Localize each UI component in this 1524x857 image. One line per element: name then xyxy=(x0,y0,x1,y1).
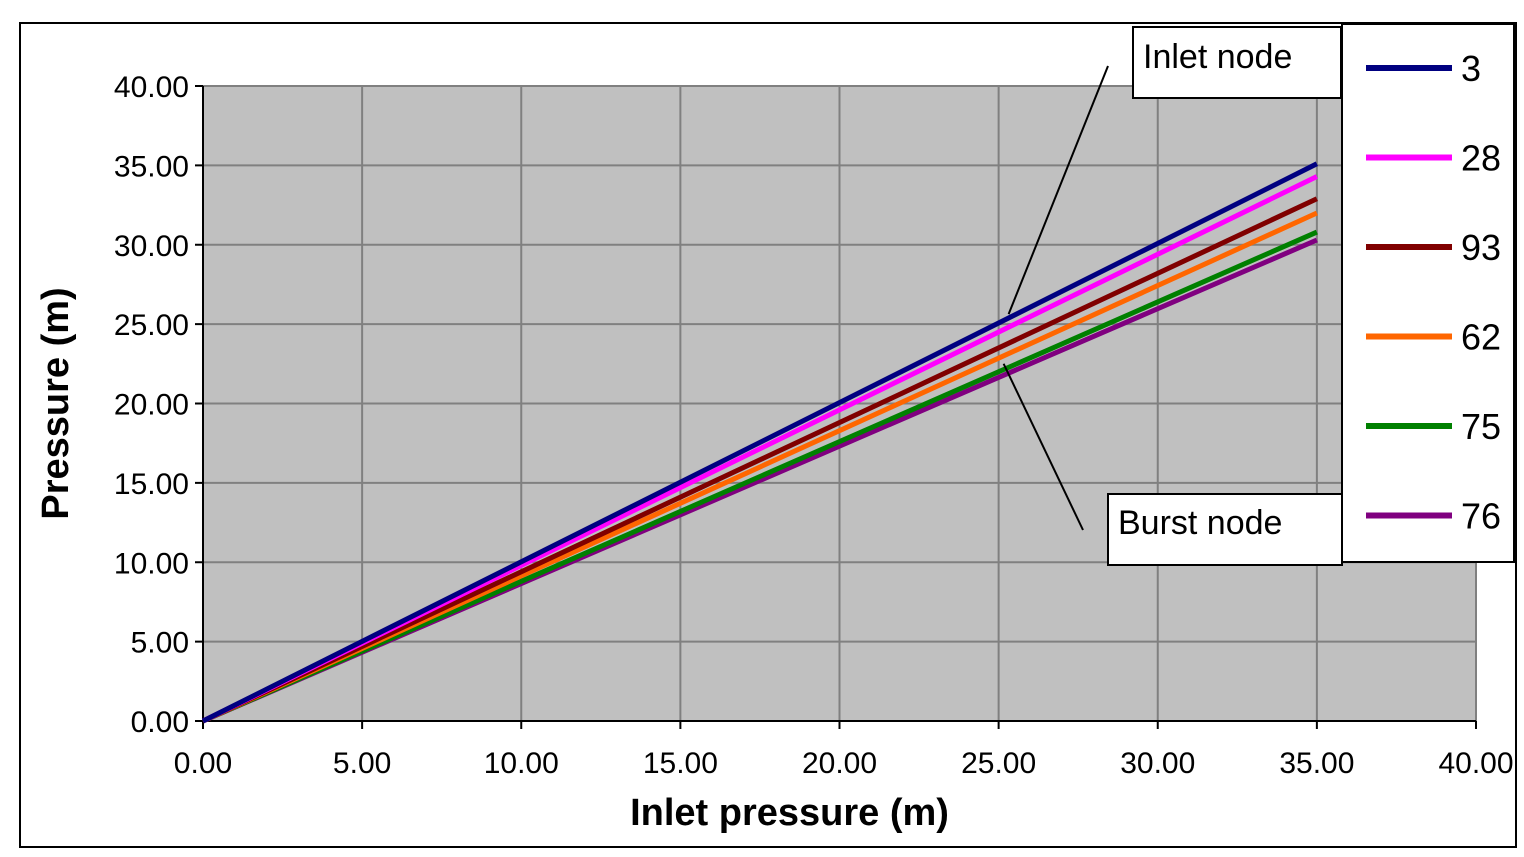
y-tick-label: 15.00 xyxy=(114,468,189,501)
y-axis-title: Pressure (m) xyxy=(35,287,77,519)
y-tick-label: 10.00 xyxy=(114,547,189,580)
burst-node-label: Burst node xyxy=(1118,504,1282,542)
legend-label-28: 28 xyxy=(1461,138,1501,179)
burst-node-pointer xyxy=(1002,363,1084,531)
y-tick-label: 5.00 xyxy=(131,627,189,660)
inlet-node-label: Inlet node xyxy=(1143,38,1292,76)
series-lines xyxy=(201,161,1318,724)
annotations: Inlet node Burst node xyxy=(1002,26,1343,566)
legend-label-93: 93 xyxy=(1461,227,1501,268)
legend-label-75: 75 xyxy=(1461,406,1501,447)
y-tick-label: 20.00 xyxy=(114,389,189,422)
x-tick-label: 40.00 xyxy=(1438,747,1513,780)
y-tick-label: 25.00 xyxy=(114,309,189,342)
axes xyxy=(202,86,1476,722)
inlet-node-pointer xyxy=(1007,65,1109,315)
legend: 3 28 93 62 75 76 xyxy=(1341,23,1515,563)
x-tick-label: 25.00 xyxy=(961,747,1036,780)
y-tick-label: 40.00 xyxy=(114,71,189,104)
x-axis-title: Inlet pressure (m) xyxy=(630,792,949,834)
legend-label-62: 62 xyxy=(1461,317,1501,358)
y-tick-label: 30.00 xyxy=(114,230,189,263)
legend-box xyxy=(1341,23,1515,563)
series-line-75 xyxy=(201,229,1318,724)
legend-label-76: 76 xyxy=(1461,496,1501,537)
series-line-93 xyxy=(201,196,1318,724)
series-line-3 xyxy=(201,161,1318,724)
y-tick-label: 0.00 xyxy=(131,706,189,739)
x-tick-label: 0.00 xyxy=(174,747,232,780)
x-tick-label: 35.00 xyxy=(1279,747,1354,780)
inlet-node-box xyxy=(1132,26,1342,99)
legend-label-3: 3 xyxy=(1461,48,1481,89)
x-tick-labels: 0.00 5.00 10.00 15.00 20.00 25.00 30.00 35.00 40… xyxy=(174,747,1514,780)
x-tick-label: 5.00 xyxy=(333,747,391,780)
y-tick-labels: 0.00 5.00 10.00 15.00 20.00 25.00 30.00 35.00 40… xyxy=(114,71,189,739)
x-tick-label: 10.00 xyxy=(484,747,559,780)
x-tick-label: 20.00 xyxy=(802,747,877,780)
x-tick-label: 15.00 xyxy=(643,747,718,780)
x-tick-label: 30.00 xyxy=(1120,747,1195,780)
y-tick-label: 35.00 xyxy=(114,150,189,183)
